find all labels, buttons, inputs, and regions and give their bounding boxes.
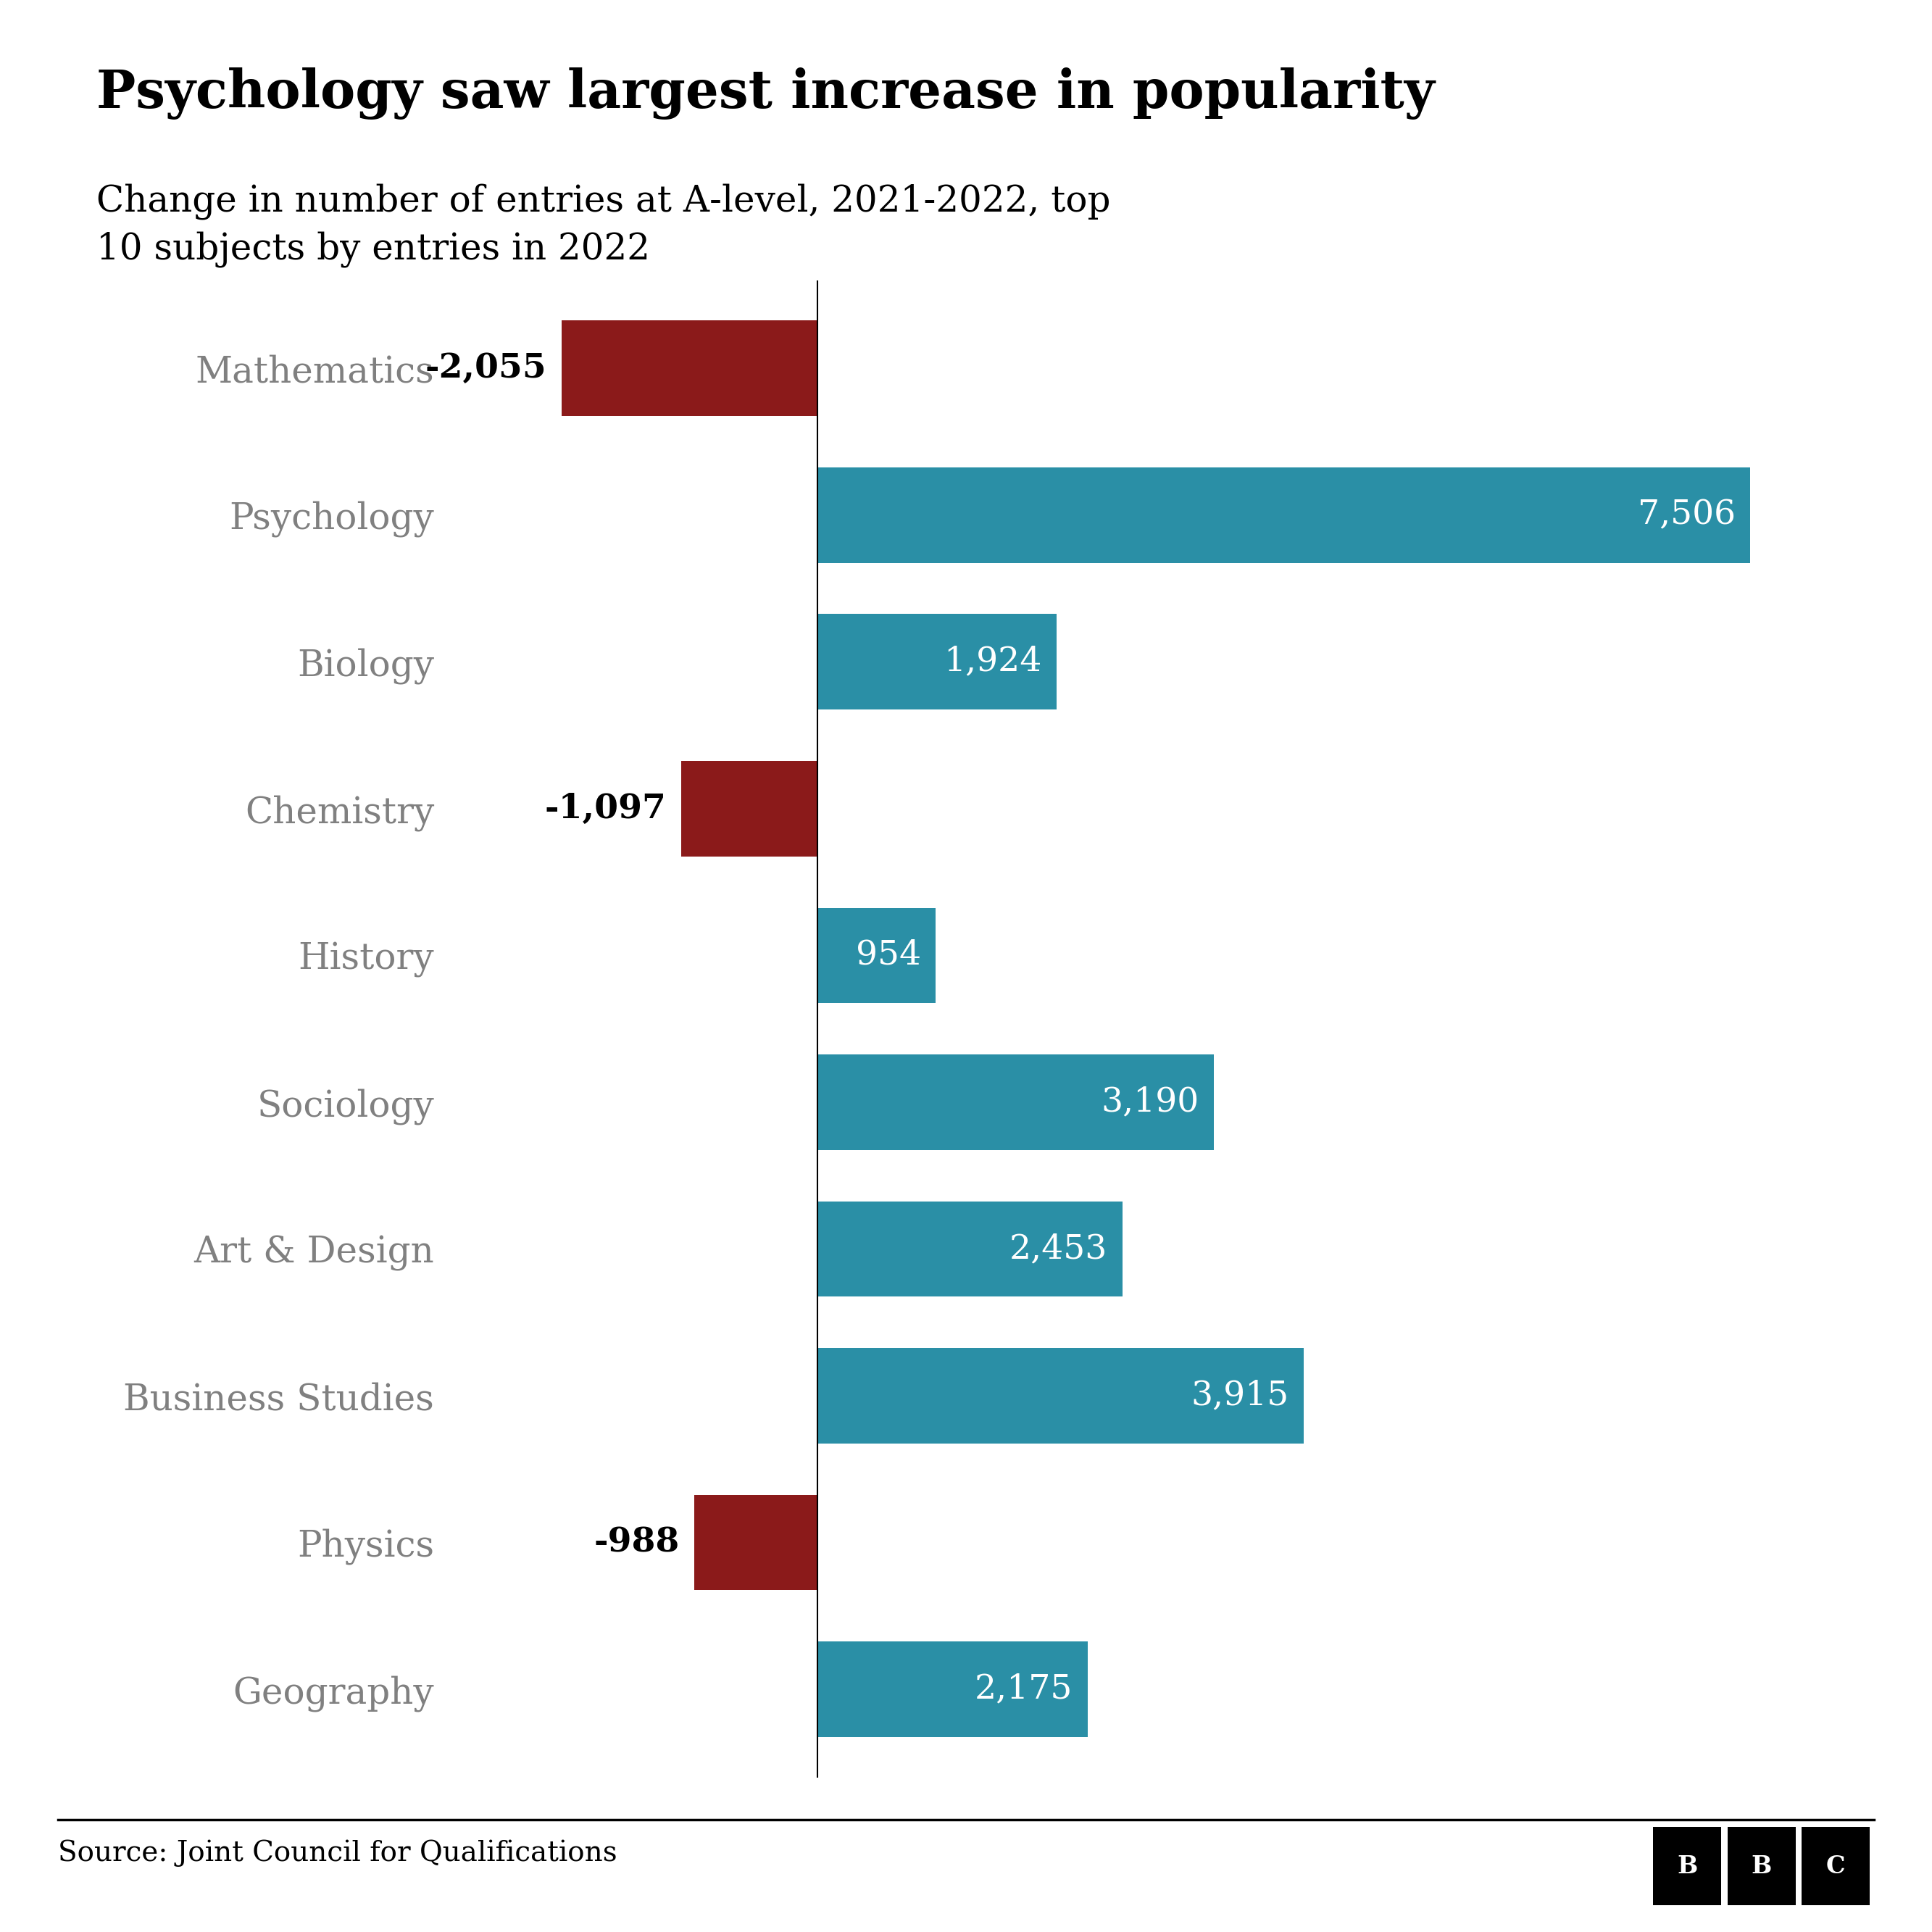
Text: Psychology saw largest increase in popularity: Psychology saw largest increase in popul… [97,68,1435,120]
Text: 3,915: 3,915 [1192,1379,1289,1412]
Bar [817,468,1750,562]
Bar [817,1055,1213,1150]
FancyBboxPatch shape [1727,1828,1795,1905]
Bar [680,761,817,856]
Text: 7,506: 7,506 [1638,498,1735,531]
Bar [817,908,935,1003]
Text: 2,175: 2,175 [974,1673,1072,1706]
Text: 2,453: 2,453 [1009,1233,1107,1265]
Text: -1,097: -1,097 [545,792,667,825]
Bar [817,614,1057,709]
Bar [694,1495,817,1590]
Text: C: C [1826,1855,1845,1878]
Text: -988: -988 [593,1526,680,1559]
Bar [562,321,817,415]
FancyBboxPatch shape [1654,1828,1721,1905]
Text: Source: Joint Council for Qualifications: Source: Joint Council for Qualifications [58,1839,616,1866]
Text: 1,924: 1,924 [943,645,1041,678]
Text: B: B [1750,1855,1772,1878]
Text: 3,190: 3,190 [1101,1086,1200,1119]
Bar [817,1642,1088,1737]
Text: B: B [1677,1855,1698,1878]
Bar [817,1202,1122,1296]
Text: Change in number of entries at A-level, 2021-2022, top
10 subjects by entries in: Change in number of entries at A-level, … [97,184,1111,267]
Bar [817,1349,1304,1443]
Text: -2,055: -2,055 [425,352,547,384]
FancyBboxPatch shape [1801,1828,1870,1905]
Text: 954: 954 [856,939,922,972]
